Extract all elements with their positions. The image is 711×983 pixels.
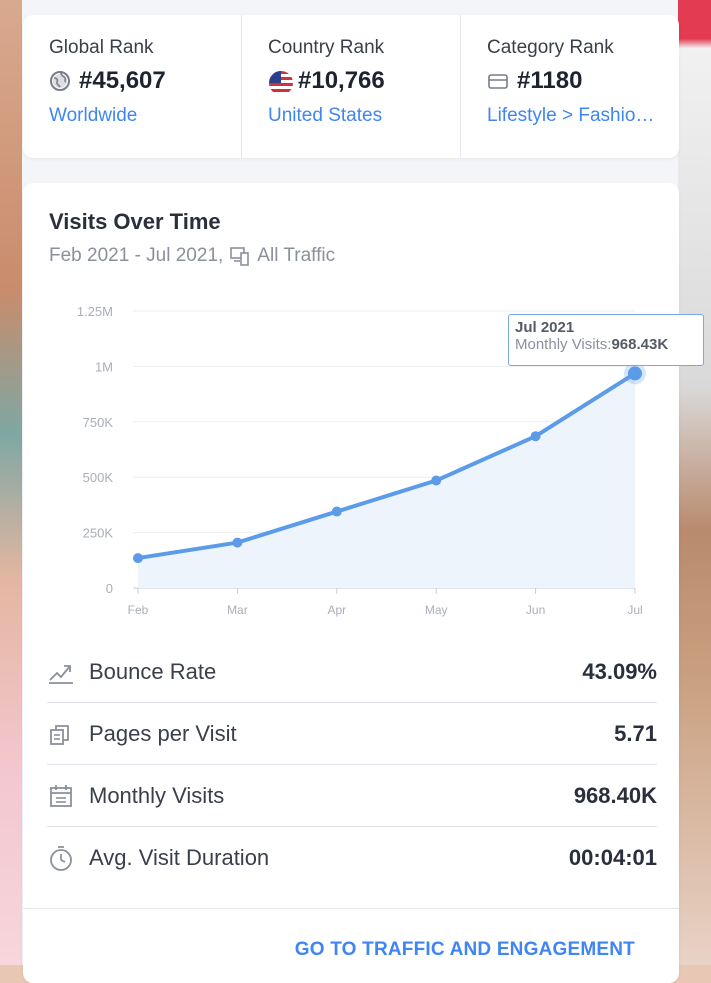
metric-label: Monthly Visits bbox=[89, 782, 225, 808]
go-to-traffic-link[interactable]: GO TO TRAFFIC AND ENGAGEMENT bbox=[294, 939, 635, 960]
y-tick-label: 0 bbox=[106, 581, 113, 596]
tooltip-value: 968.43K bbox=[611, 336, 669, 353]
category-rank-title: Category Rank bbox=[487, 37, 614, 58]
metric-avg-visit-duration: Avg. Visit Duration 00:04:01 bbox=[47, 827, 657, 888]
metric-label: Pages per Visit bbox=[89, 720, 237, 746]
category-rank-value: #1180 bbox=[517, 67, 583, 94]
trend-icon bbox=[47, 658, 75, 686]
country-rank-link[interactable]: United States bbox=[268, 105, 383, 126]
chart-tooltip: Jul 2021 Monthly Visits:968.43K bbox=[508, 314, 704, 366]
data-point bbox=[431, 475, 442, 486]
data-point bbox=[331, 506, 342, 517]
metric-bounce-rate: Bounce Rate 43.09% bbox=[47, 641, 657, 703]
ranks-card: Global Rank #45,607 Worldwide Country Ra… bbox=[23, 15, 679, 158]
metric-label: Bounce Rate bbox=[89, 658, 217, 684]
y-tick-label: 750K bbox=[83, 415, 114, 430]
category-rank-link[interactable]: Lifestyle > Fashio… bbox=[487, 105, 655, 126]
global-rank-value: #45,607 bbox=[79, 67, 166, 94]
category-rank: Category Rank #1180 Lifestyle > Fashio… bbox=[461, 15, 679, 158]
site-info-panel: Global Rank #45,607 Worldwide Country Ra… bbox=[22, 0, 704, 983]
x-tick-label: Jun bbox=[526, 603, 545, 617]
y-tick-label: 1.25M bbox=[77, 304, 113, 319]
calendar-icon bbox=[47, 782, 75, 810]
x-tick-label: Apr bbox=[327, 603, 346, 617]
metric-value: 968.40K bbox=[573, 782, 657, 808]
metric-value: 00:04:01 bbox=[568, 844, 657, 870]
data-point bbox=[232, 537, 243, 548]
data-point bbox=[530, 431, 541, 442]
x-tick-label: Mar bbox=[227, 603, 248, 617]
global-rank-link[interactable]: Worldwide bbox=[49, 105, 138, 126]
global-rank-title: Global Rank bbox=[49, 37, 154, 58]
visits-chart: 0 250K 500K 750K 1M 1.25M Feb Mar Apr May Jun Jul bbox=[77, 304, 646, 617]
metrics-list: Bounce Rate 43.09% Pages per Visit 5.71 bbox=[47, 641, 657, 888]
country-rank-title: Country Rank bbox=[268, 37, 385, 58]
metric-pages-per-visit: Pages per Visit 5.71 bbox=[47, 703, 657, 765]
metric-value: 43.09% bbox=[582, 658, 657, 684]
series-area bbox=[138, 373, 635, 588]
tooltip-date: Jul 2021 bbox=[515, 319, 575, 336]
data-point bbox=[133, 553, 143, 564]
metric-label: Avg. Visit Duration bbox=[89, 844, 270, 870]
pages-icon bbox=[47, 720, 75, 748]
background-left bbox=[0, 0, 22, 965]
devices-icon bbox=[229, 245, 251, 267]
metric-monthly-visits: Monthly Visits 968.40K bbox=[47, 765, 657, 827]
x-tick-label: May bbox=[425, 603, 448, 617]
timer-icon bbox=[47, 844, 75, 872]
x-tick-label: Jul bbox=[627, 603, 642, 617]
tooltip-label: Monthly Visits: bbox=[515, 336, 612, 353]
visits-traffic-type: All Traffic bbox=[257, 245, 336, 266]
y-tick-label: 250K bbox=[83, 526, 114, 541]
y-tick-label: 1M bbox=[95, 359, 113, 374]
country-rank: Country Rank #10,766 United States bbox=[242, 15, 461, 158]
visits-date-range: Feb 2021 - Jul 2021, bbox=[49, 245, 224, 266]
data-point bbox=[628, 366, 642, 381]
visits-title: Visits Over Time bbox=[49, 209, 221, 234]
footer-divider bbox=[23, 908, 679, 909]
series-line bbox=[137, 371, 637, 561]
country-rank-value: #10,766 bbox=[298, 67, 385, 94]
us-flag-icon bbox=[268, 70, 293, 95]
global-rank: Global Rank #45,607 Worldwide bbox=[23, 15, 242, 158]
globe-icon bbox=[49, 70, 71, 92]
x-tick-label: Feb bbox=[128, 603, 149, 617]
visits-subtitle: Feb 2021 - Jul 2021, All Traffic bbox=[49, 245, 335, 267]
category-icon bbox=[487, 70, 509, 92]
y-tick-label: 500K bbox=[83, 470, 114, 485]
visits-card: Visits Over Time Feb 2021 - Jul 2021, Al… bbox=[23, 183, 704, 983]
metric-value: 5.71 bbox=[614, 720, 657, 746]
background-right bbox=[677, 0, 711, 965]
